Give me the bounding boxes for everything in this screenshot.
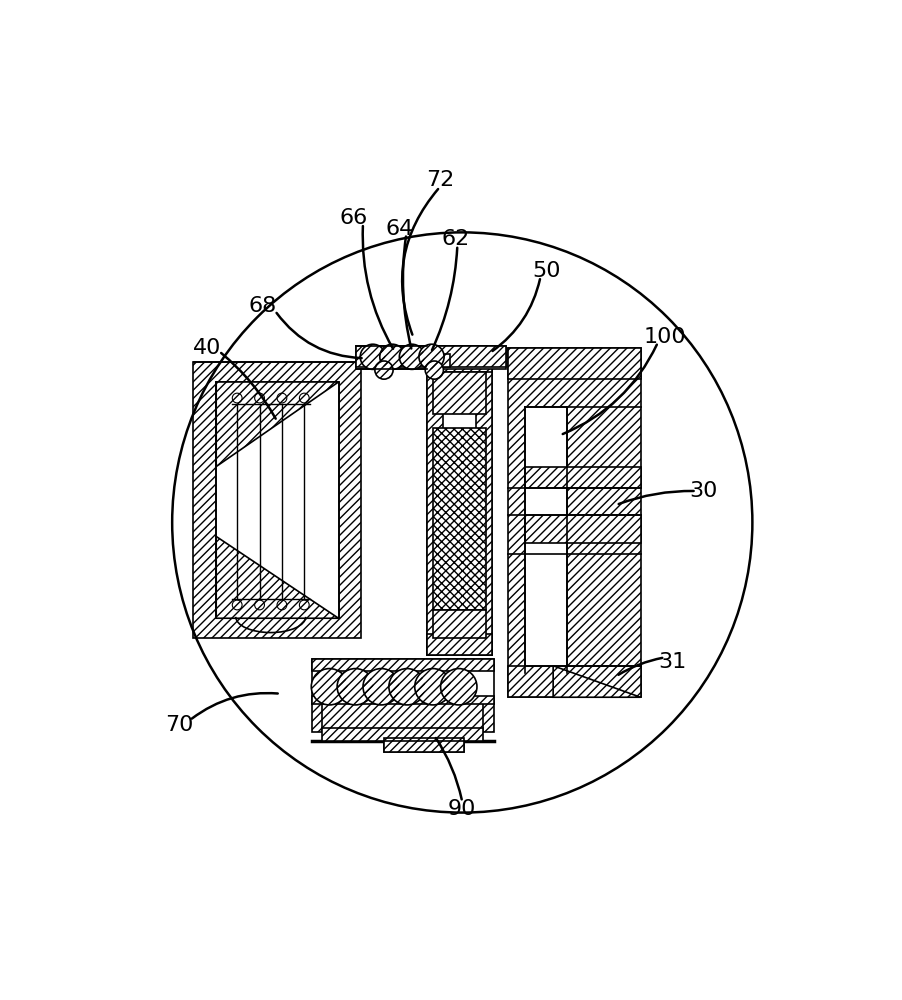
Circle shape (363, 669, 400, 705)
Circle shape (419, 344, 444, 369)
Circle shape (311, 669, 347, 705)
FancyBboxPatch shape (476, 369, 492, 655)
Circle shape (375, 361, 393, 379)
Text: 64: 64 (385, 219, 413, 239)
Circle shape (425, 361, 444, 379)
Text: 66: 66 (340, 208, 368, 228)
Circle shape (360, 344, 385, 369)
FancyBboxPatch shape (312, 659, 493, 704)
Text: 31: 31 (658, 652, 686, 672)
FancyBboxPatch shape (508, 666, 640, 697)
Circle shape (337, 669, 373, 705)
Text: 40: 40 (193, 338, 221, 358)
Polygon shape (553, 666, 640, 697)
FancyBboxPatch shape (433, 372, 486, 414)
FancyBboxPatch shape (323, 728, 483, 741)
Text: 62: 62 (441, 229, 469, 249)
Circle shape (389, 669, 425, 705)
FancyBboxPatch shape (323, 703, 483, 732)
FancyBboxPatch shape (428, 634, 492, 655)
Polygon shape (216, 536, 338, 618)
FancyBboxPatch shape (508, 348, 640, 697)
FancyBboxPatch shape (384, 741, 465, 752)
Circle shape (440, 669, 477, 705)
FancyBboxPatch shape (428, 369, 443, 655)
Circle shape (400, 344, 425, 369)
Text: 72: 72 (426, 170, 454, 190)
FancyBboxPatch shape (312, 696, 493, 704)
Circle shape (415, 669, 451, 705)
Text: 90: 90 (448, 799, 476, 819)
FancyBboxPatch shape (312, 703, 493, 732)
FancyBboxPatch shape (525, 407, 567, 673)
FancyBboxPatch shape (525, 467, 640, 488)
Text: 70: 70 (165, 715, 193, 735)
FancyBboxPatch shape (216, 382, 338, 618)
Text: 50: 50 (532, 261, 560, 281)
FancyBboxPatch shape (428, 346, 492, 372)
FancyBboxPatch shape (429, 354, 450, 367)
FancyBboxPatch shape (433, 428, 486, 610)
FancyBboxPatch shape (508, 348, 640, 379)
FancyBboxPatch shape (384, 738, 465, 752)
Polygon shape (216, 382, 338, 467)
FancyBboxPatch shape (525, 515, 640, 543)
FancyBboxPatch shape (428, 346, 492, 655)
Text: 100: 100 (644, 327, 686, 347)
Text: 30: 30 (689, 481, 718, 501)
FancyBboxPatch shape (356, 346, 506, 369)
Text: 68: 68 (249, 296, 277, 316)
Circle shape (380, 344, 405, 369)
FancyBboxPatch shape (433, 610, 486, 638)
FancyBboxPatch shape (193, 362, 361, 638)
FancyBboxPatch shape (356, 346, 506, 367)
FancyBboxPatch shape (312, 659, 493, 671)
